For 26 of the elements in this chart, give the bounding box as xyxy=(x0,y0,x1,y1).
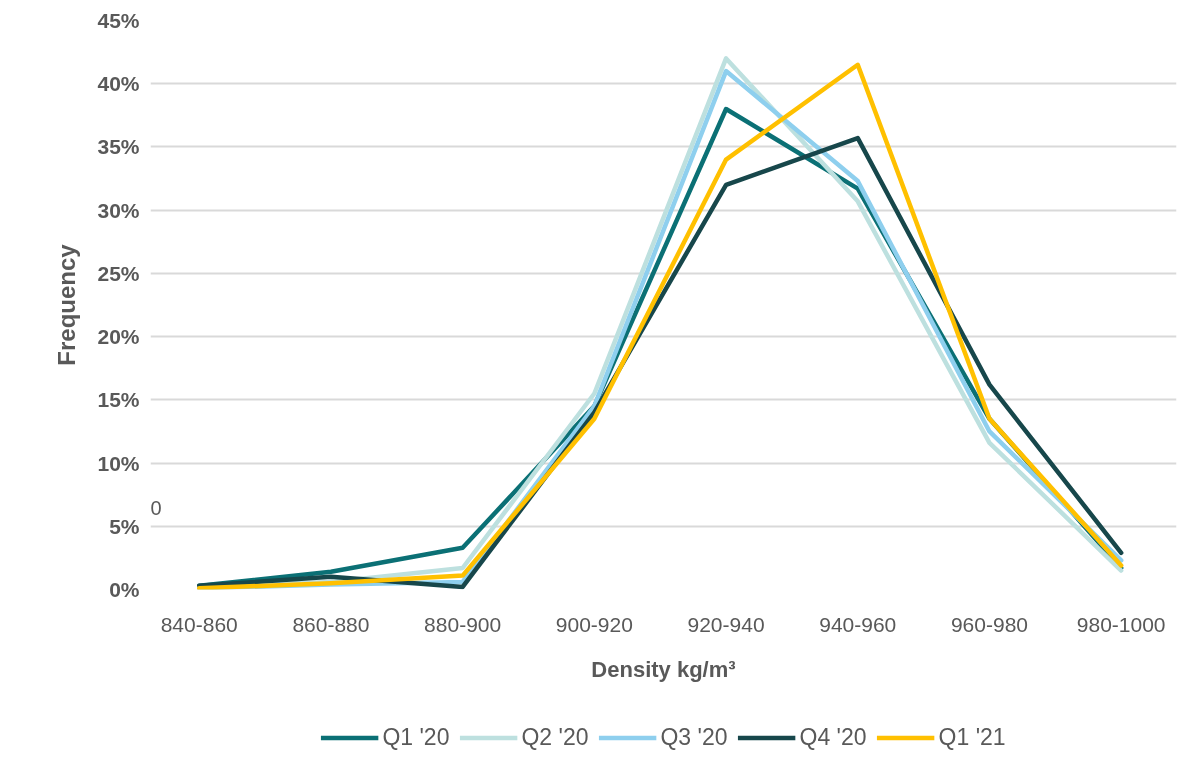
x-tick-label: 840-860 xyxy=(160,612,238,636)
x-tick-label: 920-940 xyxy=(687,612,765,636)
x-axis-title: Density kg/m³ xyxy=(591,656,736,682)
y-tick-label: 10% xyxy=(97,451,140,475)
legend-label: Q1 '20 xyxy=(382,723,450,751)
x-tick-label: 960-980 xyxy=(950,612,1029,636)
y-tick-label: 0% xyxy=(109,578,140,601)
y-tick-label: 20% xyxy=(97,325,140,349)
y-tick-label: 40% xyxy=(97,72,140,96)
x-tick-label: 860-880 xyxy=(292,612,370,636)
y-tick-label: 35% xyxy=(97,135,140,159)
legend-label: Q2 '20 xyxy=(521,723,589,751)
y-tick-label: 25% xyxy=(97,261,140,285)
annotation: 0 xyxy=(150,496,162,519)
legend-label: Q3 '20 xyxy=(660,723,728,751)
x-tick-label: 980-1000 xyxy=(1076,612,1166,636)
y-tick-label: 15% xyxy=(97,388,140,412)
x-tick-label: 900-920 xyxy=(555,612,633,636)
legend-label: Q4 '20 xyxy=(799,723,867,751)
legend-label: Q1 '21 xyxy=(938,723,1006,751)
y-tick-label: 30% xyxy=(97,198,140,222)
y-axis-title: Frequency xyxy=(53,243,81,366)
y-tick-label: 5% xyxy=(109,514,140,538)
y-tick-label: 45% xyxy=(97,9,140,32)
x-tick-label: 880-900 xyxy=(424,612,502,636)
x-tick-label: 940-960 xyxy=(819,612,897,636)
